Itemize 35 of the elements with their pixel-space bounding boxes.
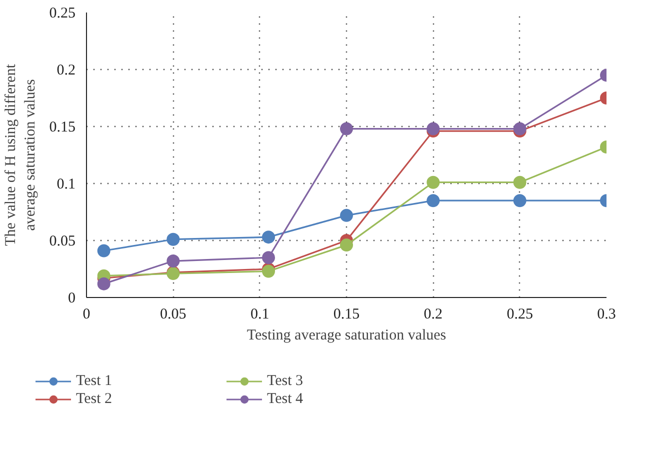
x-tick-label: 0.2 bbox=[424, 306, 443, 322]
x-tick-label: 0.15 bbox=[333, 306, 360, 322]
legend-label: Test 1 bbox=[76, 372, 114, 390]
point bbox=[426, 122, 440, 136]
point bbox=[513, 194, 526, 208]
legend-label: Test 3 bbox=[267, 372, 304, 390]
y-tick-label: 0.05 bbox=[49, 234, 76, 250]
x-tick-label: 0.1 bbox=[250, 306, 270, 322]
point bbox=[166, 254, 180, 268]
y-tick-label: 0.2 bbox=[56, 62, 76, 78]
y-tick-label: 0.15 bbox=[49, 120, 76, 136]
x-tick-label: 0 bbox=[82, 306, 90, 322]
y-tick-label: 0.25 bbox=[49, 6, 76, 22]
x-tick-label: 0.05 bbox=[160, 306, 186, 322]
y-tick-label: 0.1 bbox=[56, 176, 76, 192]
legend-label: Test 2 bbox=[76, 390, 114, 408]
point bbox=[166, 232, 180, 246]
point bbox=[262, 251, 275, 264]
point bbox=[340, 122, 353, 136]
x-tick-label: 0.25 bbox=[506, 306, 533, 322]
point bbox=[97, 244, 110, 258]
point bbox=[426, 194, 440, 208]
point bbox=[513, 122, 526, 136]
point bbox=[513, 176, 526, 189]
x-tick-label: 0.3 bbox=[597, 306, 616, 322]
point bbox=[97, 277, 110, 290]
point bbox=[262, 230, 275, 244]
point bbox=[340, 238, 353, 252]
x-axis-title: Testing average saturation values bbox=[246, 328, 446, 344]
point bbox=[340, 208, 353, 222]
point bbox=[262, 264, 275, 278]
y-tick-label: 0 bbox=[68, 290, 76, 306]
y-axis-title: The value of H using different average saturation values bbox=[3, 63, 38, 246]
legend-label: Test 4 bbox=[267, 390, 304, 408]
point bbox=[426, 176, 440, 189]
